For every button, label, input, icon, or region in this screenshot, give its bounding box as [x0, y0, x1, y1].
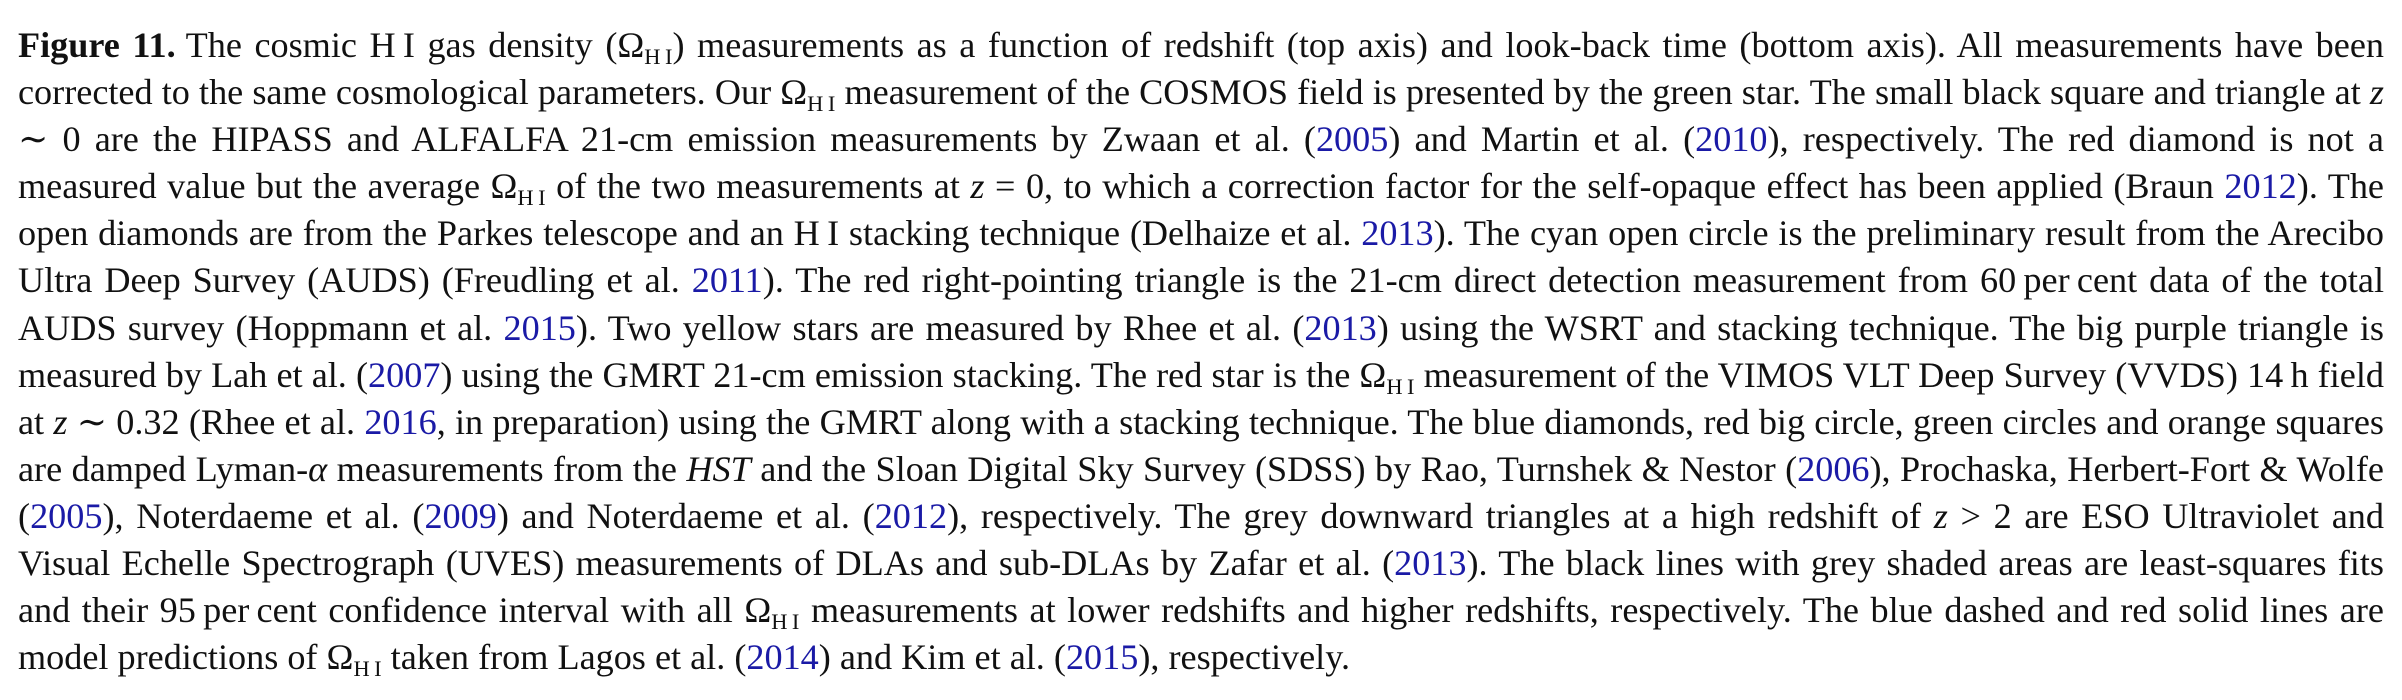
hi-subscript: H I — [771, 609, 800, 635]
caption-text: ). The cyan open circle is the prelimina… — [18, 213, 2384, 301]
citation-link[interactable]: 2010 — [1695, 119, 1768, 160]
caption-text: ) and Noterdaeme et al. ( — [496, 495, 875, 536]
caption-text: ), respectively. The grey downward trian… — [947, 495, 1934, 536]
caption-text: Ω — [617, 25, 645, 65]
citation-link[interactable]: 2005 — [30, 495, 103, 536]
italic-text: z — [970, 166, 985, 207]
italic-text: z — [2369, 72, 2384, 113]
caption-text: of the two measurements at — [545, 166, 971, 207]
caption-text: = 0, to which a correction factor for th… — [984, 166, 2225, 207]
italic-text: z — [53, 401, 68, 442]
citation-link[interactable]: 2013 — [1394, 543, 1467, 584]
citation-link[interactable]: 2005 — [1315, 119, 1389, 160]
caption-text: ) using the WSRT and stacking technique.… — [18, 307, 2384, 395]
caption-text: ). The black lines with grey shaded area… — [18, 543, 2384, 631]
citation-link[interactable]: 2007 — [368, 354, 441, 395]
hi-subscript: H I — [1386, 373, 1415, 399]
caption-text: taken from Lagos et al. ( — [381, 637, 747, 678]
caption-body: The cosmic H I gas density (ΩH I) measur… — [18, 25, 2384, 680]
citation-link[interactable]: 2015 — [1065, 637, 1139, 678]
caption-text: measurements at lower redshifts and high… — [18, 590, 2384, 678]
caption-text: ), respectively. The red diamond is not … — [18, 119, 2384, 207]
citation-link[interactable]: 2014 — [746, 637, 819, 678]
caption-text: ), respectively. — [1138, 637, 1350, 678]
caption-text: , in preparation) using the GMRT along w… — [18, 401, 2384, 489]
caption-text: ) and Kim et al. ( — [818, 637, 1066, 678]
citation-link[interactable]: 2013 — [1361, 213, 1434, 254]
caption-text: measurement of the COSMOS field is prese… — [835, 72, 2370, 113]
caption-text: and the Sloan Digital Sky Survey (SDSS) … — [750, 448, 1798, 489]
hi-subscript: H I — [644, 44, 673, 70]
italic-text: α — [308, 448, 328, 489]
caption-text: ) and Martin et al. ( — [1388, 119, 1696, 160]
citation-link[interactable]: 2012 — [874, 495, 948, 536]
caption-text: > 2 are ESO Ultraviolet and Visual Echel… — [18, 495, 2384, 584]
citation-link[interactable]: 2015 — [503, 307, 576, 348]
figure-label: Figure 11. — [18, 25, 176, 65]
caption-text: ∼ 0.32 (Rhee et al. — [67, 401, 365, 442]
caption-text: Ω — [1359, 354, 1387, 395]
citation-link[interactable]: 2006 — [1797, 448, 1870, 489]
caption-text: The cosmic H I gas density ( — [185, 25, 618, 65]
citation-link[interactable]: 2012 — [2224, 166, 2297, 207]
citation-link[interactable]: 2009 — [424, 495, 497, 536]
caption-text: measurement of the VIMOS VLT Deep Survey… — [18, 354, 2384, 442]
hi-subscript: H I — [353, 656, 382, 682]
caption-text: ), Prochaska, Herbert-Fort & Wolfe ( — [18, 448, 2384, 536]
caption-text: Ω — [744, 590, 772, 631]
citation-link[interactable]: 2016 — [364, 401, 437, 442]
caption-text: Ω — [326, 637, 354, 678]
italic-text: z — [1933, 495, 1948, 536]
caption-text: ), Noterdaeme et al. ( — [102, 495, 425, 536]
caption-text: ). The red right-pointing triangle is th… — [18, 260, 2384, 348]
caption-text: Ω — [490, 166, 518, 207]
citation-link[interactable]: 2011 — [691, 260, 763, 301]
hi-subscript: H I — [807, 91, 836, 117]
caption-text: measurements from the — [327, 448, 687, 489]
caption-text: ∼ 0 are the HIPASS and ALFALFA 21-cm emi… — [18, 119, 1316, 160]
caption-text: ) using the GMRT 21-cm emission stacking… — [440, 354, 1360, 395]
caption-text: ) measurements as a function of redshift… — [18, 25, 2384, 113]
figure-caption: Figure 11. The cosmic H I gas density (ΩH… — [18, 22, 2384, 681]
italic-text: HST — [686, 448, 751, 489]
caption-text: ). Two yellow stars are measured by Rhee… — [575, 307, 1305, 348]
citation-link[interactable]: 2013 — [1304, 307, 1377, 348]
hi-subscript: H I — [517, 185, 546, 211]
caption-text: ). The open diamonds are from the Parkes… — [18, 166, 2384, 254]
caption-text: Ω — [780, 72, 808, 113]
